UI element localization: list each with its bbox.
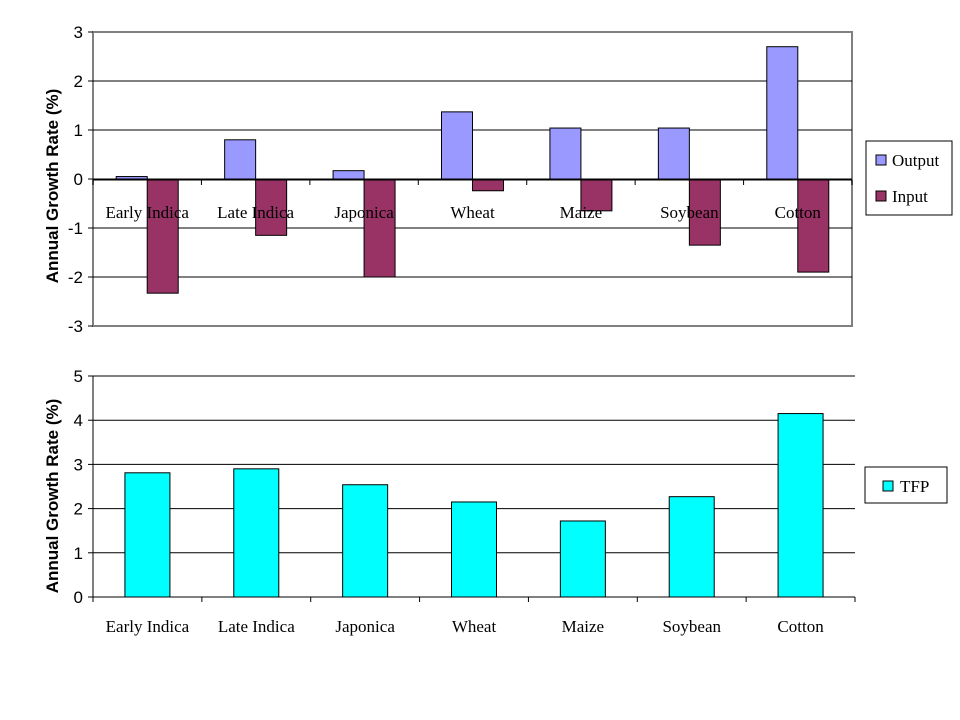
y-tick-label: 1 [74,544,83,563]
bar-output-late-indica [224,139,257,180]
legend-label-output: Output [892,151,940,170]
legend-swatch-output [875,154,887,166]
bar-output-soybean [657,127,690,180]
y-tick-label: 1 [74,121,83,140]
bar-tfp-wheat [451,501,497,598]
y-axis-label-top: Annual Growth Rate (%) [43,89,62,284]
x-category-label: Wheat [452,617,497,636]
legend-label-input: Input [892,187,928,206]
y-tick-label: 2 [74,500,83,519]
y-tick-label: 5 [74,367,83,386]
bar-input-japonica [363,178,396,278]
x-category-label: Cotton [775,203,822,222]
bar-input-early-indica [146,178,179,294]
chart-output-input: 3 2 1 0 -1 -2 -3 Early Indica Late Indica Japoni… [43,23,953,336]
y-tick-label: 4 [74,411,83,430]
x-category-label: Japonica [335,617,395,636]
legend-box [865,140,953,216]
bar-input-cotton [797,178,830,273]
y-tick-label: 0 [74,588,83,607]
bar-output-early-indica [115,176,148,180]
bar-tfp-late-indica [233,468,280,598]
legend-swatch-input [875,190,887,202]
x-category-label: Soybean [662,617,721,636]
y-tick-label: -2 [68,268,83,287]
bar-output-japonica [332,170,365,180]
bar-output-maize [549,127,582,180]
chart-tfp: 5 4 3 2 1 0 Early Indica Late Indica Japonica Wh… [43,367,948,636]
x-category-label: Maize [562,617,604,636]
x-category-label: Late Indica [218,617,295,636]
y-tick-label: 0 [74,170,83,189]
bar-tfp-maize [559,520,606,598]
legend-swatch-tfp [882,480,894,492]
x-category-label: Cotton [777,617,824,636]
x-category-label: Soybean [660,203,719,222]
y-tick-label: 3 [74,455,83,474]
bar-input-maize [580,178,613,212]
x-category-label: Early Indica [106,617,190,636]
bar-tfp-japonica [342,484,389,598]
y-tick-label: 2 [74,72,83,91]
x-category-label: Late Indica [217,203,294,222]
x-category-label: Wheat [450,203,495,222]
bar-output-wheat [441,111,473,180]
bar-input-wheat [472,178,504,192]
y-tick-label: 3 [74,23,83,42]
legend-label-tfp: TFP [900,477,929,496]
bar-tfp-early-indica [124,472,171,598]
bar-tfp-soybean [668,496,715,598]
legend-bottom: TFP [864,466,948,504]
x-category-label: Japonica [334,203,394,222]
x-category-label: Maize [560,203,602,222]
y-tick-label: -3 [68,317,83,336]
x-category-label: Early Indica [105,203,189,222]
y-axis-label-bottom: Annual Growth Rate (%) [43,399,62,594]
bar-input-soybean [688,178,721,246]
bar-input-late-indica [255,178,288,236]
legend-box [864,466,948,504]
y-tick-label: -1 [68,219,83,238]
legend-top: Output Input [865,140,953,216]
bar-tfp-cotton [777,413,824,598]
bar-output-cotton [766,46,799,180]
